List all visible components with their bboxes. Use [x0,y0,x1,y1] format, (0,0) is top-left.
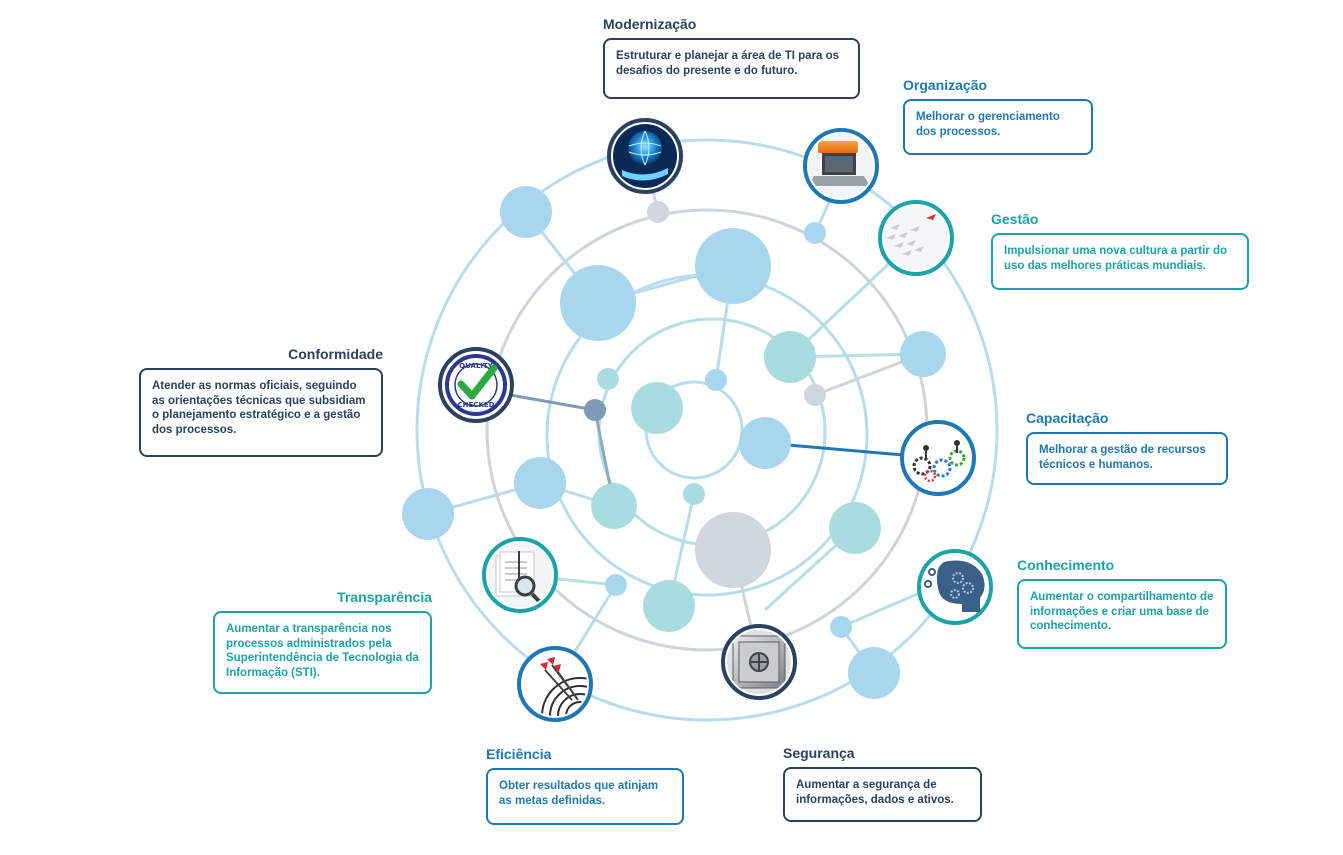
gear-head-icon [917,549,993,625]
item-conformidade: Conformidade Atender as normas oficiais,… [139,346,383,457]
bubble [591,483,637,529]
laptop-folders-icon [803,128,879,204]
item-title: Conhecimento [1017,557,1115,573]
bubble [829,502,881,554]
quality-checked-stamp-icon: QUALITY CHECKED [438,347,514,423]
darts-target-icon [517,646,593,722]
bubble [739,417,791,469]
item-capacitacao: Capacitação Melhorar a gestão de recurso… [1026,410,1228,485]
item-transparencia: Transparência Aumentar a transparência n… [213,589,432,694]
svg-text:CHECKED: CHECKED [458,401,495,409]
bubble [848,647,900,699]
gears-people-icon [900,420,976,496]
item-title: Eficiência [486,746,552,762]
bubble [500,186,552,238]
bubble [631,382,683,434]
item-modernizacao: Modernização Estruturar e planejar a áre… [603,16,860,99]
bubble [683,483,705,505]
globe-hand-icon [607,118,683,194]
item-conhecimento: Conhecimento Aumentar o compartilhamento… [1017,557,1227,649]
bubble [804,384,826,406]
item-eficiencia: Eficiência Obter resultados que atinjam … [486,746,684,825]
bubble [560,265,636,341]
bubble [764,331,816,383]
item-description: Melhorar o gerenciamento dos processos. [903,99,1093,155]
bubble [647,201,669,223]
outer-ring [415,138,999,722]
bubble [830,616,852,638]
bubble [402,488,454,540]
item-description: Estruturar e planejar a área de TI para … [603,38,860,99]
bubble [597,368,619,390]
bubble [584,399,606,421]
decorative-bubbles [402,186,946,699]
item-description: Obter resultados que atinjam as metas de… [486,768,684,825]
item-title: Conformidade [288,346,383,362]
bubble [514,457,566,509]
item-seguranca: Segurança Aumentar a segurança de inform… [783,745,982,822]
item-description: Aumentar o compartilhamento de informaçõ… [1017,579,1227,649]
item-description: Aumentar a segurança de informações, dad… [783,767,982,822]
item-title: Segurança [783,745,855,761]
item-title: Gestão [991,211,1039,227]
item-organizacao: Organização Melhorar o gerenciamento dos… [903,77,1093,155]
bubble [900,331,946,377]
item-description: Impulsionar uma nova cultura a partir do… [991,233,1249,290]
bubble [605,574,627,596]
bubble [643,580,695,632]
item-title: Modernização [603,16,697,32]
item-description: Melhorar a gestão de recursos técnicos e… [1026,432,1228,485]
item-title: Capacitação [1026,410,1109,426]
item-description: Atender as normas oficiais, seguindo as … [139,368,383,457]
safe-vault-icon [721,624,797,700]
item-title: Organização [903,77,988,93]
svg-text:QUALITY: QUALITY [459,362,494,370]
bubble [695,228,771,304]
bubble [695,512,771,588]
paper-planes-icon [878,200,954,276]
item-description: Aumentar a transparência nos processos a… [213,611,432,694]
item-gestao: Gestão Impulsionar uma nova cultura a pa… [991,211,1249,290]
bubble [804,222,826,244]
magnifier-papers-icon [482,537,558,613]
item-title: Transparência [337,589,432,605]
bubble [705,369,727,391]
